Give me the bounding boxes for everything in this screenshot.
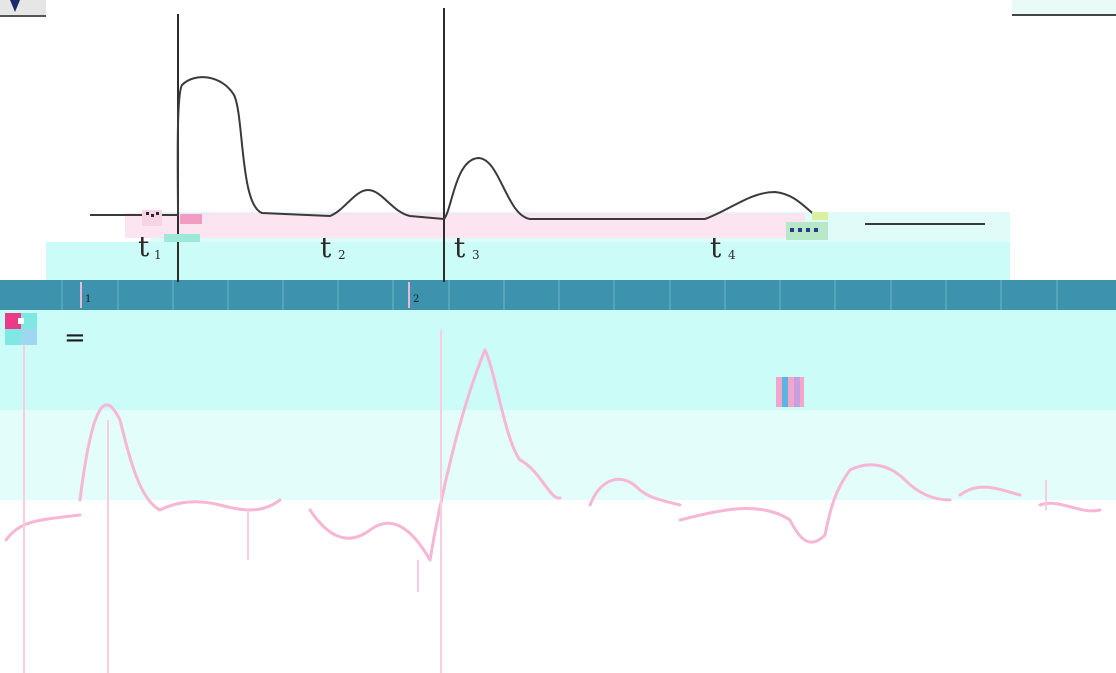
time-label-t2-sub: 2 xyxy=(338,248,346,262)
time-label-t1-sub: 1 xyxy=(154,248,162,262)
time-label-t1: t 1 xyxy=(138,230,162,263)
time-label-t2: t 2 xyxy=(320,231,346,264)
time-label-t4-sub: 4 xyxy=(728,248,736,262)
time-label-t4-main: t xyxy=(710,231,722,264)
strip-marker-1: 1 xyxy=(85,294,91,305)
cyan-band-lower xyxy=(0,310,1116,410)
color-marker-right xyxy=(776,377,804,407)
cyan-band-top xyxy=(46,242,1010,280)
waveform-curve xyxy=(90,76,816,220)
color-marker-left xyxy=(5,313,37,345)
artifact-t4 xyxy=(786,212,828,240)
artifact-t1 xyxy=(142,210,202,242)
strip-marker-2: 2 xyxy=(413,294,419,305)
time-label-t3: t 3 xyxy=(454,231,480,264)
corner-stamp xyxy=(1012,0,1116,16)
baseline-band xyxy=(125,213,805,238)
equals-sign: = xyxy=(64,323,86,353)
time-label-t2-main: t xyxy=(320,231,332,264)
time-label-t3-sub: 3 xyxy=(472,248,480,262)
cyan-band-lowest xyxy=(0,410,1116,500)
faint-pink-verticals xyxy=(23,330,1047,673)
time-label-t1-main: t xyxy=(138,230,150,263)
teal-strip xyxy=(0,280,1116,310)
corner-logo xyxy=(0,0,46,17)
time-label-t3-main: t xyxy=(454,231,466,264)
time-label-t4: t 4 xyxy=(710,231,736,264)
